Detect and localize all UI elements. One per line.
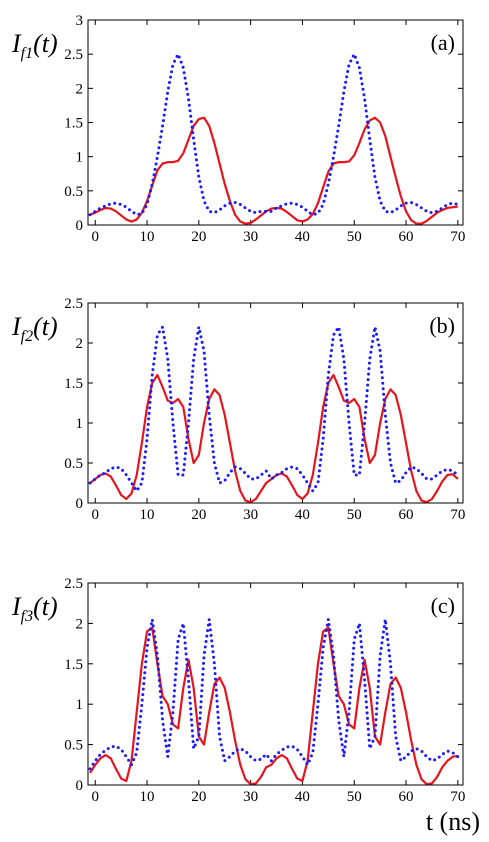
- plot-frame: [87, 302, 464, 504]
- dotted-line: [88, 50, 460, 217]
- x-tick-label: 40: [295, 789, 310, 805]
- y-tick-label: 0: [76, 496, 84, 512]
- y-tick-label: 1: [76, 416, 84, 432]
- y-tick-label: 1.5: [64, 116, 83, 132]
- panel-annotation: (a): [431, 30, 455, 55]
- x-tick-label: 30: [243, 507, 258, 523]
- x-tick-label: 30: [243, 229, 258, 245]
- x-tick-label: 40: [295, 507, 310, 523]
- y-tick-label: 3: [76, 13, 84, 29]
- solid-line: [89, 626, 458, 786]
- x-tick-label: 20: [191, 789, 206, 805]
- y-tick-label: 2: [76, 81, 84, 97]
- y-axis-label: If2(t): [11, 312, 58, 345]
- x-tick-label: 20: [191, 507, 206, 523]
- plot-frame: [87, 19, 464, 226]
- y-tick-label: 0: [76, 218, 84, 234]
- x-tick-label: 0: [92, 229, 100, 245]
- x-tick-label: 30: [243, 789, 258, 805]
- panel: 0 0.5 1 1.5 2 2.5 0 10 20 30 40 50 60 70 If3(t) (c) t (n…: [11, 576, 480, 836]
- y-tick-label: 1.5: [64, 657, 83, 673]
- x-tick-label: 60: [399, 789, 414, 805]
- y-label-main: I: [11, 592, 22, 621]
- y-label-main: I: [11, 312, 22, 341]
- x-tick-label: 70: [450, 229, 465, 245]
- y-tick-label: 1: [76, 150, 84, 166]
- y-tick-label: 0.5: [64, 738, 83, 754]
- y-tick-label: 1: [76, 697, 84, 713]
- x-tick-label: 10: [140, 789, 155, 805]
- x-tick-label: 10: [140, 507, 155, 523]
- y-axis-label: If1(t): [11, 29, 58, 62]
- y-tick-label: 2.5: [64, 296, 83, 312]
- y-axis-label: If3(t): [11, 592, 58, 625]
- y-label-sub: f2: [21, 328, 33, 345]
- panel-annotation: (c): [431, 593, 455, 618]
- y-label-sub: f1: [21, 45, 33, 62]
- dotted-line: [88, 322, 460, 494]
- x-tick-label: 50: [347, 229, 362, 245]
- x-tick-label: 70: [450, 507, 465, 523]
- x-tick-label: 0: [92, 507, 100, 523]
- x-tick-label: 10: [140, 229, 155, 245]
- y-label-rest: (t): [33, 312, 58, 341]
- y-label-rest: (t): [33, 592, 58, 621]
- y-tick-label: 2.5: [64, 576, 83, 592]
- y-tick-label: 0.5: [64, 184, 83, 200]
- panel: 0 0.5 1 1.5 2 2.5 0 10 20 30 40 50 60 70 If2(t) (b): [11, 296, 465, 523]
- x-tick-label: 50: [347, 789, 362, 805]
- y-label-main: I: [11, 29, 22, 58]
- y-tick-label: 1.5: [64, 376, 83, 392]
- y-label-sub: f3: [21, 608, 33, 625]
- x-tick-label: 70: [450, 789, 465, 805]
- solid-line: [89, 373, 459, 504]
- y-tick-label: 0.5: [64, 456, 83, 472]
- x-tick-label: 60: [399, 507, 414, 523]
- x-axis-label: t (ns): [426, 807, 480, 836]
- panel-annotation: (b): [429, 313, 455, 338]
- x-tick-label: 50: [347, 507, 362, 523]
- solid-line: [89, 116, 458, 225]
- plot-frame: [87, 582, 464, 786]
- dotted-line: [88, 619, 460, 771]
- x-tick-label: 40: [295, 229, 310, 245]
- y-label-rest: (t): [33, 29, 58, 58]
- x-tick-label: 0: [92, 789, 100, 805]
- x-tick-label: 60: [399, 229, 414, 245]
- x-tick-label: 20: [191, 229, 206, 245]
- y-tick-label: 2: [76, 616, 84, 632]
- y-tick-label: 2: [76, 336, 84, 352]
- y-tick-label: 0: [76, 778, 84, 794]
- y-tick-label: 2.5: [64, 47, 83, 63]
